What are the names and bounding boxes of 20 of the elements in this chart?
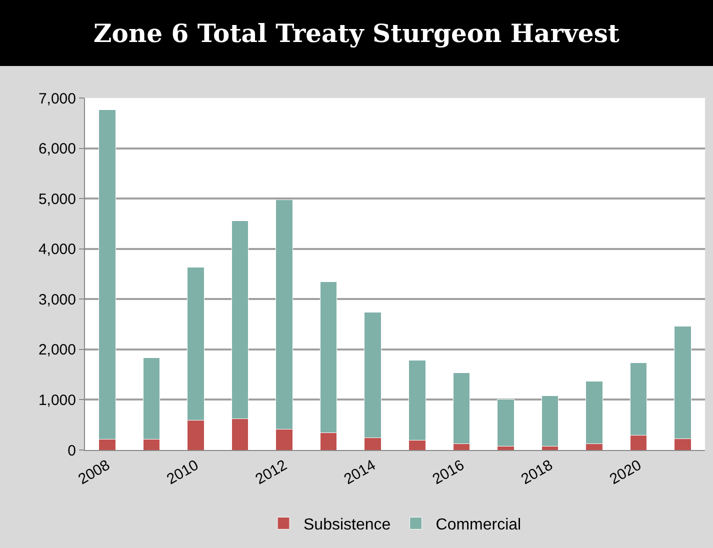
x-tick-label: 2018	[518, 456, 556, 488]
legend-label: Subsistence	[304, 516, 391, 534]
bar	[497, 398, 514, 447]
x-tick-label: 2014	[341, 456, 379, 488]
y-tick-label: 5,000	[38, 190, 76, 208]
y-tick-label: 1,000	[38, 392, 76, 409]
legend-label: Commercial	[436, 516, 522, 534]
bar	[541, 395, 559, 447]
y-tick-label: 6,000	[38, 140, 76, 158]
x-tick-label: 2012	[252, 456, 290, 488]
y-tick-label: 7,000	[38, 90, 76, 108]
chart-title: Zone 6 Total Treaty Sturgeon Harvest	[0, 0, 713, 66]
y-tick-label: 3,000	[38, 291, 76, 308]
y-tick-label: 0	[68, 442, 76, 460]
x-tick-label: 2008	[75, 456, 113, 488]
y-tick-label: 2,000	[38, 342, 76, 359]
y-tick-label: 4,000	[38, 241, 76, 258]
x-tick-label: 2016	[430, 456, 468, 488]
x-tick-label: 2020	[606, 456, 644, 488]
x-tick-label: 2010	[164, 456, 202, 488]
